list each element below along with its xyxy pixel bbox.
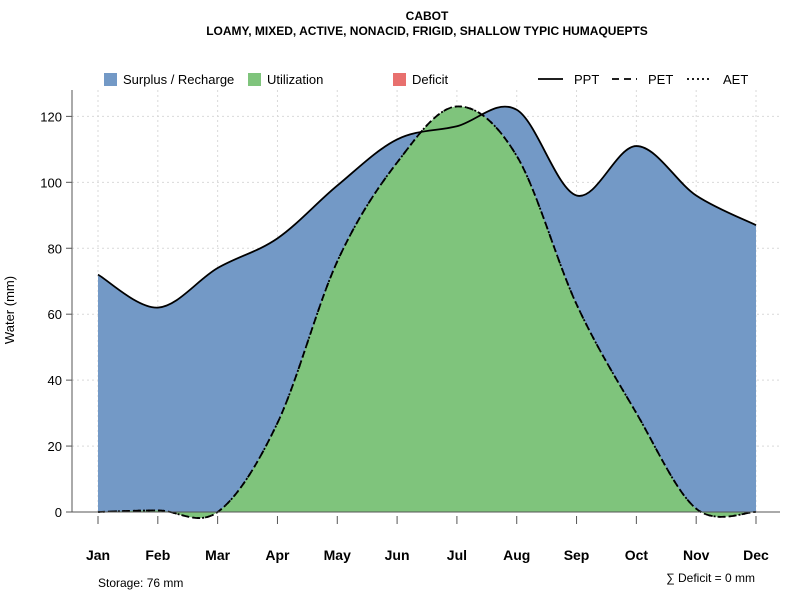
chart-subtitle: LOAMY, MIXED, ACTIVE, NONACID, FRIGID, S… [206,24,648,38]
legend-swatch-3 [393,73,406,86]
x-tick-label-may: May [324,547,351,563]
legend-label-fill-1: Surplus / Recharge [123,72,234,87]
x-tick-label-jan: Jan [86,547,110,563]
y-tick-label: 20 [48,439,62,454]
legend-label-fill-2: Utilization [267,72,323,87]
x-tick-label-oct: Oct [625,547,649,563]
chart-title: CABOT [406,9,449,23]
legend: Surplus / Recharge Utilization Deficit PPT P… [104,72,748,87]
x-tick-label-jun: Jun [385,547,410,563]
legend-label-ppt: PPT [574,72,599,87]
y-tick-label: 80 [48,241,62,256]
x-tick-label-jul: Jul [447,547,467,563]
x-tick-label-aug: Aug [503,547,530,563]
axes: 0 20 40 60 80 100 120 Jan Feb Mar Apr May Jun Jul Aug S… [40,90,780,563]
x-tick-label-dec: Dec [743,547,769,563]
x-tick-label-nov: Nov [683,547,710,563]
y-tick-label: 40 [48,373,62,388]
utilization-area [98,106,756,519]
y-tick-label: 100 [40,175,62,190]
deficit-note: ∑ Deficit = 0 mm [666,571,755,585]
legend-label-aet: AET [723,72,748,87]
y-tick-label: 120 [40,109,62,124]
x-tick-label-mar: Mar [205,547,230,563]
legend-swatch-1 [104,73,117,86]
x-tick-label-sep: Sep [564,547,590,563]
y-axis-label: Water (mm) [2,276,17,344]
x-tick-label-apr: Apr [265,547,290,563]
x-tick-label-feb: Feb [145,547,170,563]
y-tick-label: 0 [55,505,62,520]
legend-label-fill-3: Deficit [412,72,449,87]
y-tick-label: 60 [48,307,62,322]
legend-label-pet: PET [648,72,673,87]
aet-line [97,105,757,519]
series-lines [97,105,757,519]
storage-note: Storage: 76 mm [98,576,183,590]
legend-swatch-2 [248,73,261,86]
area-fills [98,106,756,519]
ppt-line [97,105,757,309]
